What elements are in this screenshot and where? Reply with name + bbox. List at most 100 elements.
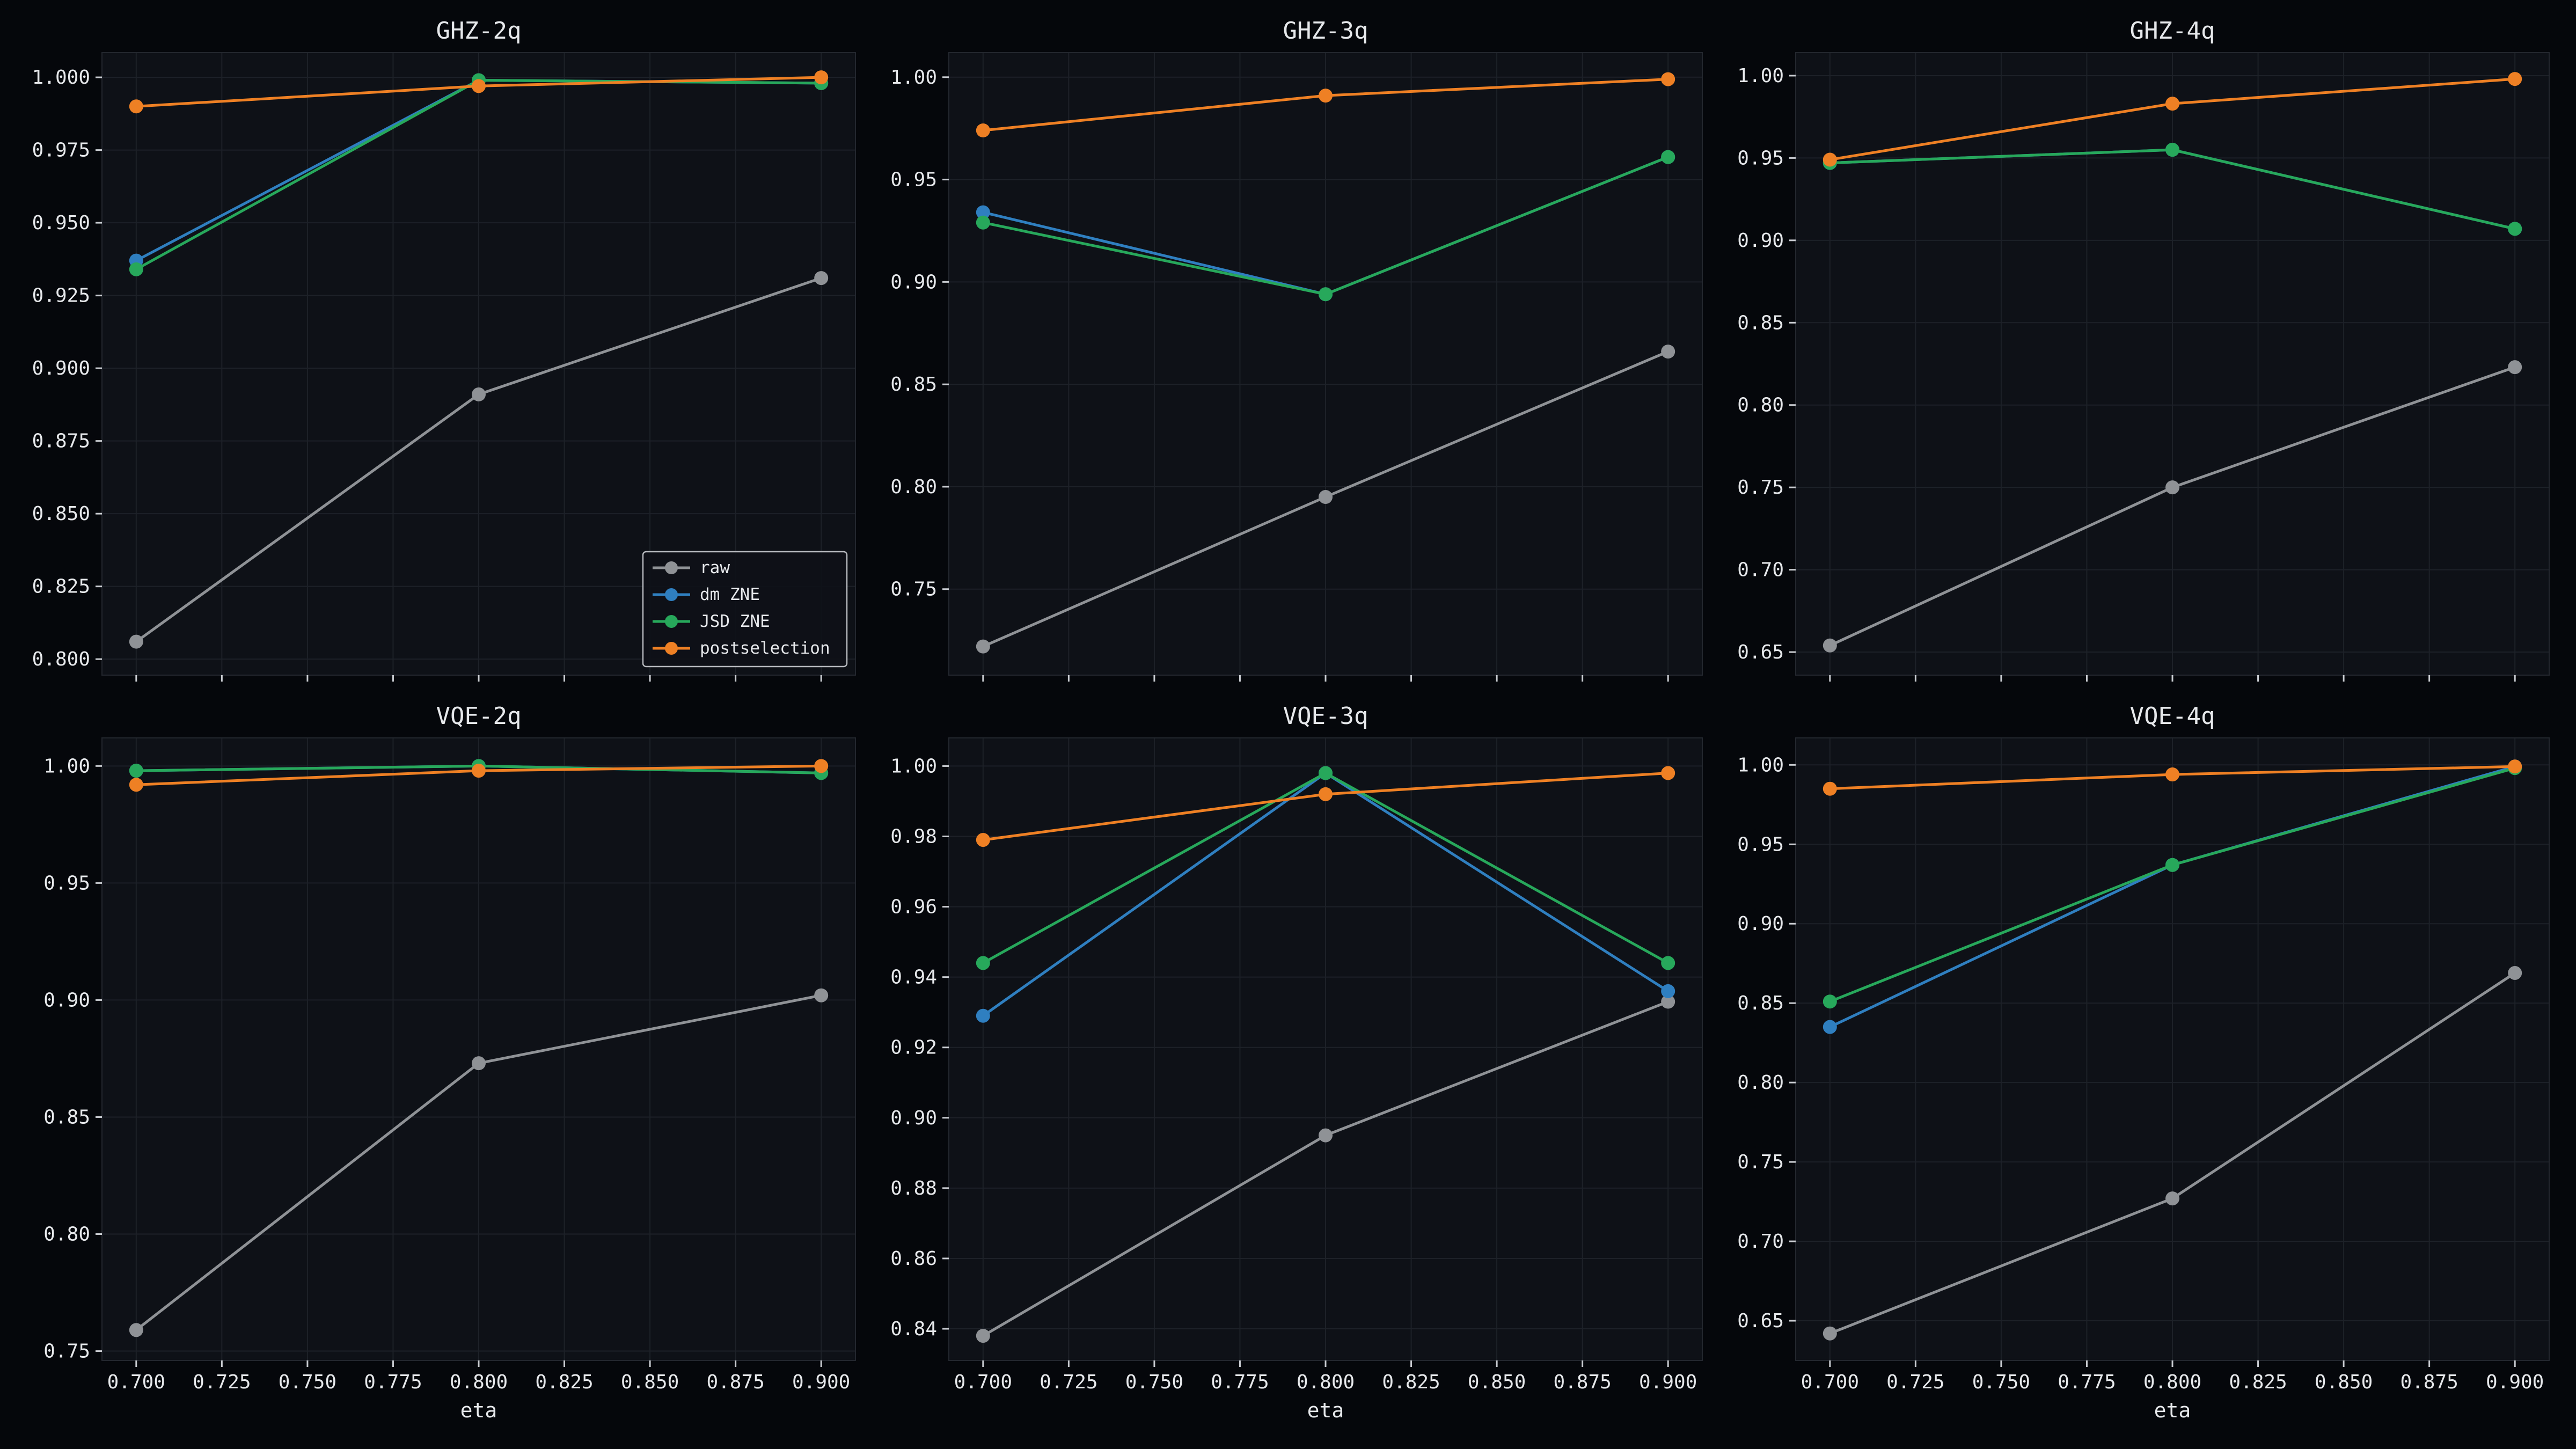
legend-entry-raw: raw (653, 558, 730, 577)
y-tick-label: 0.85 (890, 374, 937, 396)
series-postselection (129, 759, 829, 792)
y-tick-label: 0.95 (890, 169, 937, 191)
x-tick-label: 0.700 (1801, 1371, 1859, 1393)
series-postselection (1823, 72, 2522, 167)
y-tick-label: 0.65 (1737, 1310, 1784, 1332)
data-point (976, 1329, 990, 1343)
y-tick-label: 0.98 (890, 826, 937, 848)
x-axis-label: eta (460, 1399, 497, 1422)
panel-ghz-2q: 0.800 0.825 0.850 0.875 0.900 0.925 0.950 0.975… (32, 17, 856, 682)
x-tick-label: 0.750 (1125, 1371, 1183, 1393)
y-tick-label: 0.90 (1737, 230, 1784, 252)
legend-entry-postselection: postselection (653, 639, 830, 658)
data-point (2165, 1191, 2179, 1206)
data-point (2165, 97, 2179, 111)
legend-label: raw (700, 558, 730, 577)
y-tick-label: 0.85 (1737, 992, 1784, 1014)
y-tick-label: 0.70 (1737, 559, 1784, 581)
y-tick-label: 0.95 (1737, 147, 1784, 169)
data-point (2508, 222, 2522, 236)
data-point (1661, 956, 1675, 970)
x-tick-label: 0.850 (2315, 1371, 2373, 1393)
y-tick-label: 0.875 (32, 430, 90, 452)
series-jsd-zne (976, 150, 1675, 302)
x-tick-label: 0.825 (1382, 1371, 1440, 1393)
x-tick-label: 0.875 (1553, 1371, 1611, 1393)
x-axis-label: eta (2154, 1399, 2191, 1422)
legend-label: JSD ZNE (700, 612, 770, 631)
panel-vqe-2q: 0.75 0.80 0.85 0.90 0.95 1.00 0.700 0.725 0.750 0… (43, 702, 856, 1422)
data-point (472, 764, 486, 778)
x-tick-label: 0.725 (1040, 1371, 1097, 1393)
series-raw (129, 271, 829, 649)
data-point (1661, 984, 1675, 998)
data-point (2165, 480, 2179, 495)
y-tick-label: 1.00 (890, 67, 937, 89)
x-tick-label: 0.875 (706, 1371, 764, 1393)
data-point (814, 70, 829, 85)
data-point (2165, 143, 2179, 157)
x-tick-label: 0.725 (1886, 1371, 1944, 1393)
y-tick-label: 0.950 (32, 212, 90, 234)
data-point (1823, 781, 1837, 796)
y-tick-label: 0.800 (32, 648, 90, 670)
data-point (976, 956, 990, 970)
y-tick-label: 1.00 (1737, 65, 1784, 87)
x-tick-label: 0.750 (1972, 1371, 2030, 1393)
y-tick-label: 0.90 (890, 271, 937, 293)
y-tick-label: 0.75 (890, 579, 937, 601)
data-point (2508, 72, 2522, 86)
y-tick-label: 0.850 (32, 503, 90, 525)
data-point (1319, 787, 1333, 801)
x-tick-label: 0.850 (621, 1371, 679, 1393)
panel-ghz-3q: 0.75 0.80 0.85 0.90 0.95 1.00 GHZ-3q (890, 17, 1703, 682)
data-point (976, 833, 990, 847)
legend-entry-jsd-zne: JSD ZNE (653, 612, 770, 631)
x-tick-label: 0.700 (107, 1371, 165, 1393)
series-postselection (976, 72, 1675, 137)
data-point (129, 1323, 143, 1337)
x-tick-label: 0.800 (450, 1371, 508, 1393)
y-tick-label: 0.90 (890, 1107, 937, 1129)
data-point (1319, 287, 1333, 302)
legend-label: dm ZNE (700, 585, 760, 604)
y-tick-label: 1.00 (1737, 754, 1784, 776)
x-tick-label: 0.750 (279, 1371, 336, 1393)
x-tick-label: 0.825 (535, 1371, 593, 1393)
y-tick-label: 0.900 (32, 357, 90, 379)
x-tick-label: 0.900 (2486, 1371, 2544, 1393)
data-point (976, 123, 990, 137)
series-raw (976, 994, 1675, 1343)
panel-title: VQE-3q (1283, 702, 1368, 730)
y-tick-label: 0.84 (890, 1318, 937, 1340)
data-point (472, 387, 486, 401)
data-point (1319, 89, 1333, 103)
y-tick-label: 1.00 (890, 755, 937, 777)
data-point (1661, 150, 1675, 164)
data-point (472, 79, 486, 93)
data-point (1823, 152, 1837, 167)
data-point (472, 1056, 486, 1071)
y-tick-label: 0.925 (32, 285, 90, 307)
y-tick-label: 0.85 (43, 1106, 90, 1128)
data-point (2165, 767, 2179, 782)
data-point (1319, 490, 1333, 504)
data-point (129, 778, 143, 792)
data-point (129, 764, 143, 778)
data-point (1661, 345, 1675, 359)
panel-ghz-4q: 0.65 0.70 0.75 0.80 0.85 0.90 0.95 1.00 GHZ-4q (1737, 17, 2550, 682)
y-tick-label: 0.80 (890, 476, 937, 498)
legend-marker (665, 588, 678, 601)
y-tick-label: 0.75 (1737, 477, 1784, 499)
y-tick-label: 0.85 (1737, 312, 1784, 334)
data-point (976, 215, 990, 230)
data-point (2508, 759, 2522, 774)
data-point (814, 759, 829, 773)
y-tick-label: 0.80 (1737, 394, 1784, 416)
legend: raw dm ZNE JSD ZNE postselection (642, 551, 848, 668)
y-tick-label: 1.000 (32, 67, 90, 89)
x-tick-label: 0.800 (1297, 1371, 1355, 1393)
y-tick-label: 0.92 (890, 1037, 937, 1059)
y-tick-label: 0.825 (32, 576, 90, 598)
